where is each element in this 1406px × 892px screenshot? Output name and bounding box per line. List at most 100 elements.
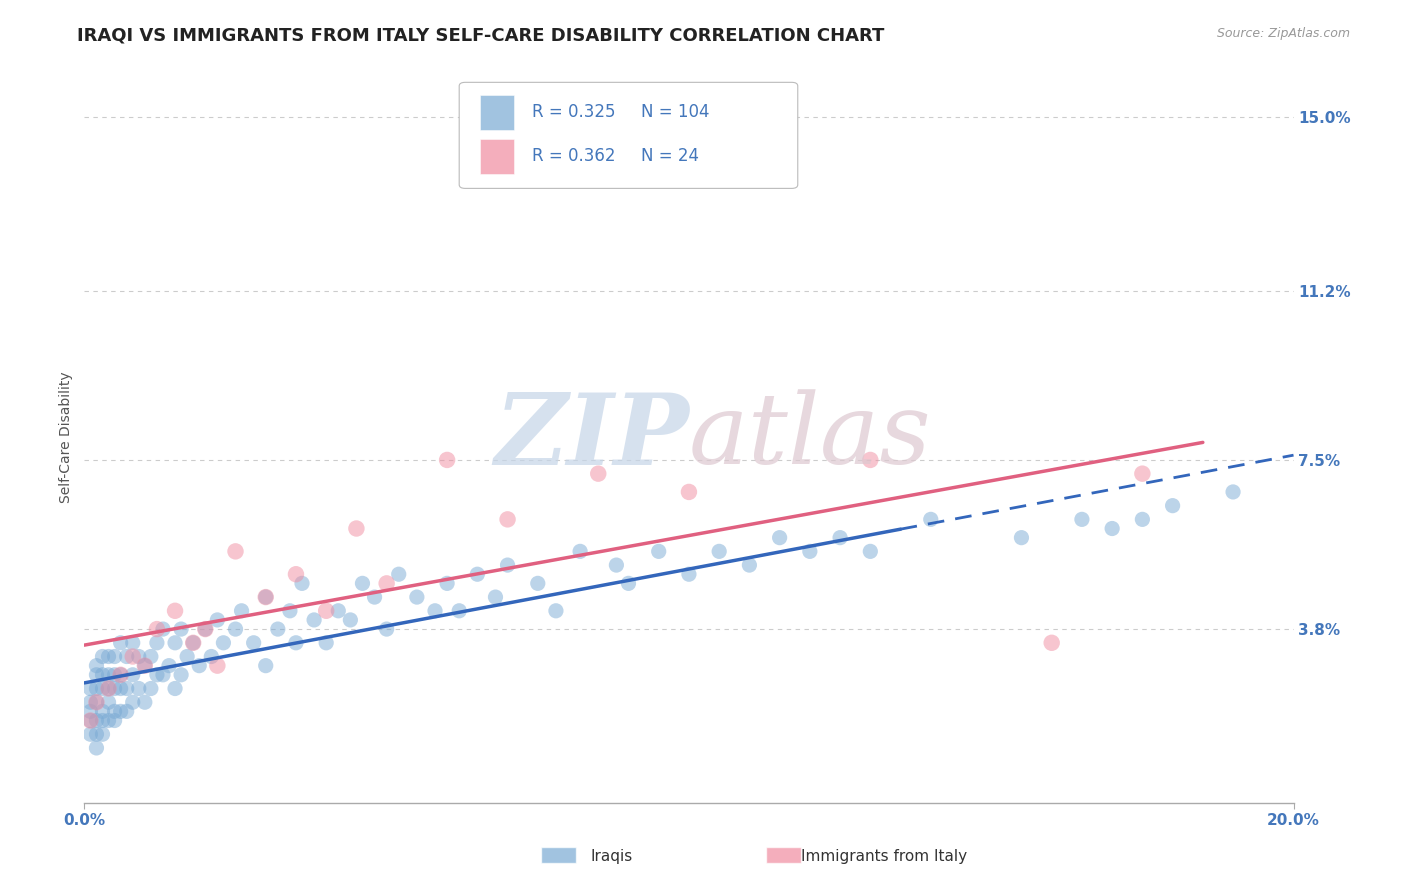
Iraqis [1130, 512, 1153, 526]
Iraqis [86, 681, 108, 696]
Iraqis [1161, 499, 1184, 513]
Iraqis [91, 705, 114, 719]
Text: IRAQI VS IMMIGRANTS FROM ITALY SELF-CARE DISABILITY CORRELATION CHART: IRAQI VS IMMIGRANTS FROM ITALY SELF-CARE… [77, 27, 884, 45]
Iraqis [544, 604, 567, 618]
Text: Immigrants from Italy: Immigrants from Italy [801, 849, 967, 863]
Iraqis [157, 658, 180, 673]
Iraqis [278, 604, 301, 618]
Iraqis [91, 681, 114, 696]
Iraqis [605, 558, 627, 573]
Iraqis [165, 636, 187, 650]
Iraqis [115, 705, 138, 719]
Iraqis [79, 681, 101, 696]
Immigrants from Italy [146, 622, 169, 636]
Immigrants from Italy [678, 485, 700, 500]
Immigrants from Italy [254, 590, 277, 604]
Text: R = 0.362: R = 0.362 [531, 147, 616, 165]
Iraqis [709, 544, 731, 558]
Iraqis [152, 622, 174, 636]
Iraqis [799, 544, 821, 558]
Immigrants from Italy [121, 649, 143, 664]
Text: atlas: atlas [689, 390, 932, 484]
Iraqis [242, 636, 264, 650]
Iraqis [527, 576, 550, 591]
Iraqis [104, 714, 127, 728]
Immigrants from Italy [859, 453, 882, 467]
Iraqis [146, 667, 169, 681]
Text: Source: ZipAtlas.com: Source: ZipAtlas.com [1216, 27, 1350, 40]
Iraqis [86, 695, 108, 709]
Iraqis [79, 727, 101, 741]
Text: Iraqis: Iraqis [591, 849, 633, 863]
Iraqis [170, 622, 193, 636]
Iraqis [291, 576, 314, 591]
Immigrants from Italy [181, 636, 204, 650]
Immigrants from Italy [134, 658, 156, 673]
Iraqis [648, 544, 671, 558]
Iraqis [152, 667, 174, 681]
Iraqis [1071, 512, 1094, 526]
Iraqis [194, 622, 217, 636]
Immigrants from Italy [97, 681, 120, 696]
Immigrants from Italy [225, 544, 247, 558]
Immigrants from Italy [207, 658, 229, 673]
Iraqis [165, 681, 187, 696]
Immigrants from Italy [194, 622, 217, 636]
Iraqis [231, 604, 253, 618]
Iraqis [212, 636, 235, 650]
Iraqis [225, 622, 247, 636]
Iraqis [569, 544, 592, 558]
Iraqis [1011, 531, 1033, 545]
Iraqis [86, 658, 108, 673]
Iraqis [115, 681, 138, 696]
Iraqis [86, 714, 108, 728]
Iraqis [328, 604, 350, 618]
Iraqis [375, 622, 398, 636]
Iraqis [188, 658, 211, 673]
Iraqis [104, 667, 127, 681]
Iraqis [79, 695, 101, 709]
Iraqis [738, 558, 761, 573]
Immigrants from Italy [375, 576, 398, 591]
Iraqis [449, 604, 471, 618]
Iraqis [104, 649, 127, 664]
Text: R = 0.325: R = 0.325 [531, 103, 616, 121]
Immigrants from Italy [496, 512, 519, 526]
Immigrants from Italy [1040, 636, 1063, 650]
Iraqis [91, 714, 114, 728]
Iraqis [830, 531, 852, 545]
Iraqis [285, 636, 308, 650]
Iraqis [170, 667, 193, 681]
Iraqis [200, 649, 222, 664]
Iraqis [79, 714, 101, 728]
Y-axis label: Self-Care Disability: Self-Care Disability [59, 371, 73, 503]
Iraqis [139, 649, 162, 664]
Iraqis [91, 727, 114, 741]
Iraqis [859, 544, 882, 558]
Iraqis [86, 740, 108, 755]
Iraqis [406, 590, 429, 604]
Iraqis [115, 649, 138, 664]
FancyBboxPatch shape [460, 82, 797, 188]
Iraqis [467, 567, 489, 582]
Iraqis [110, 667, 132, 681]
Iraqis [79, 705, 101, 719]
Immigrants from Italy [588, 467, 610, 481]
Iraqis [363, 590, 385, 604]
Iraqis [110, 681, 132, 696]
Iraqis [181, 636, 204, 650]
Iraqis [436, 576, 458, 591]
Immigrants from Italy [285, 567, 308, 582]
Iraqis [97, 649, 120, 664]
Iraqis [134, 658, 156, 673]
Iraqis [104, 705, 127, 719]
Iraqis [315, 636, 337, 650]
Iraqis [207, 613, 229, 627]
Iraqis [97, 667, 120, 681]
Iraqis [121, 636, 143, 650]
Iraqis [121, 695, 143, 709]
Iraqis [920, 512, 942, 526]
Iraqis [1101, 521, 1123, 535]
Iraqis [176, 649, 198, 664]
Iraqis [254, 590, 277, 604]
